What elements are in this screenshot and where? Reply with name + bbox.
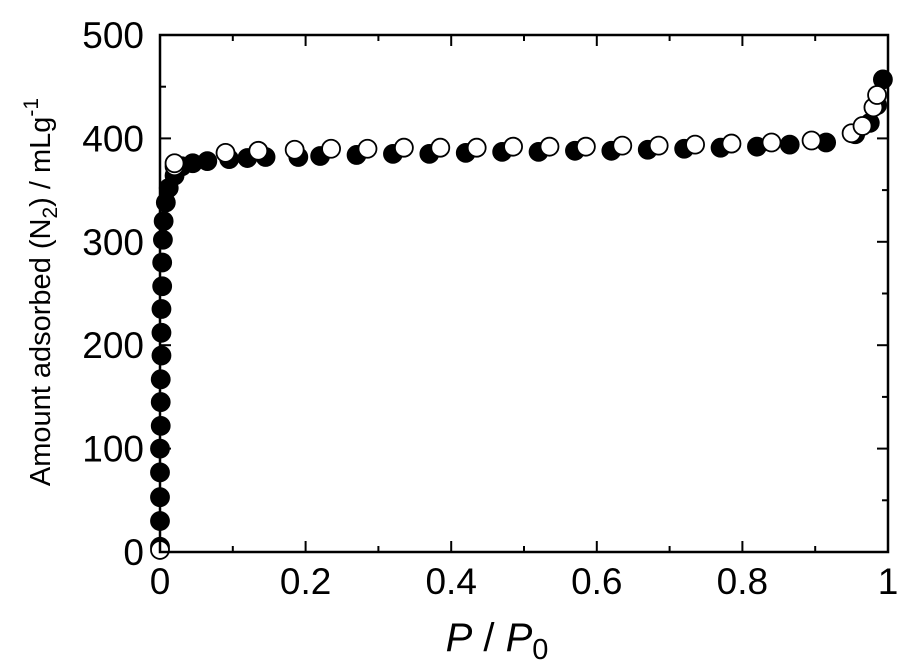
x-tick-label: 0.8 — [717, 561, 768, 602]
filled-circle-point — [151, 322, 172, 343]
x-axis-title: P / P0 — [446, 616, 549, 665]
open-circle-point — [539, 136, 560, 157]
open-circle-point — [430, 137, 451, 158]
open-circle-point — [503, 136, 523, 157]
x-tick-label: 0.4 — [425, 561, 476, 602]
filled-circle-point — [153, 229, 173, 250]
open-circle-point — [575, 136, 596, 157]
x-label-p: P — [446, 616, 473, 660]
open-circle-point — [801, 130, 822, 151]
x-tick-label: 0.2 — [280, 561, 331, 602]
filled-circle-point — [153, 211, 174, 232]
open-circle-point — [321, 138, 341, 159]
y-tick-label: 0 — [123, 532, 144, 573]
y-tick-label: 200 — [82, 325, 144, 366]
filled-circle-point — [151, 345, 172, 366]
open-circle-point — [867, 85, 887, 105]
open-circle-point — [357, 138, 378, 159]
open-circle-point — [164, 153, 185, 174]
y-tick-label: 500 — [82, 15, 144, 56]
open-circle-point — [761, 132, 782, 153]
tick-labels: 0 0.2 0.4 0.6 0.8 1 0 100 200 300 400 500 — [82, 15, 898, 602]
open-circle-point — [215, 142, 236, 163]
plot-frame — [158, 33, 890, 554]
open-circle-point — [248, 140, 269, 161]
x-tick-label: 0.6 — [571, 561, 622, 602]
ticks-layer — [159, 34, 889, 553]
open-circle-point — [648, 135, 669, 156]
filled-circle-point — [152, 276, 173, 297]
open-circle-point — [284, 139, 305, 160]
filled-circle-point — [152, 252, 173, 273]
x-label-sub: 0 — [532, 634, 548, 665]
open-circle-point — [852, 116, 873, 136]
open-circle-point — [466, 137, 487, 158]
y-label-pre: Amount adsorbed (N — [25, 219, 57, 487]
y-label-sub: 2 — [39, 207, 62, 219]
data-points — [150, 69, 893, 560]
y-tick-label: 400 — [82, 118, 144, 159]
y-tick-label: 300 — [82, 222, 144, 263]
x-tick-label: 1 — [878, 561, 899, 602]
y-label-sup: -1 — [20, 98, 43, 117]
open-circle-point — [612, 135, 633, 156]
open-circle-point — [393, 137, 414, 158]
y-axis-title: Amount adsorbed (N2) / mLg-1 — [20, 98, 62, 486]
y-tick-label: 100 — [82, 429, 144, 470]
open-circle-series — [150, 85, 887, 560]
filled-circle-point — [779, 134, 800, 155]
filled-circle-point — [151, 299, 172, 319]
open-circle-point — [685, 134, 705, 155]
y-label-mid: ) / mLg — [25, 117, 57, 207]
filled-circle-point — [197, 151, 218, 172]
x-tick-label: 0 — [150, 561, 171, 602]
x-label-p0: P — [506, 616, 533, 660]
x-label-sep: / — [472, 616, 505, 660]
open-circle-point — [721, 133, 742, 154]
